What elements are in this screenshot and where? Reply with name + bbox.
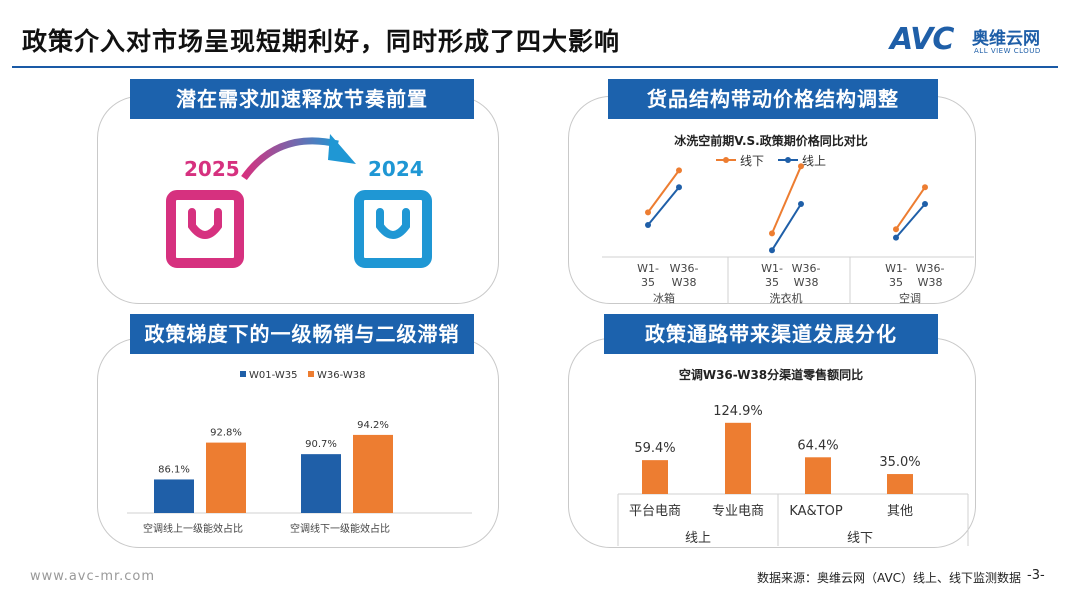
data-point: [769, 247, 775, 254]
data-point: [922, 201, 928, 207]
category-label: 专业电商: [712, 504, 764, 519]
series-line-线下: [895, 186, 926, 230]
data-label: 59.4%: [634, 441, 675, 456]
category-label: 空调线下一级能效占比: [290, 522, 390, 535]
series-line-线下: [771, 165, 802, 234]
legend-swatch: [308, 371, 314, 377]
legend-label: W01-W35: [249, 370, 297, 381]
group-label: 空调: [899, 291, 921, 304]
data-label: 86.1%: [158, 464, 190, 475]
tick-label: W1-: [885, 262, 907, 275]
footer-url: www.avc-mr.com: [30, 569, 156, 584]
tick-label: W36-: [670, 262, 699, 275]
data-point: [645, 222, 651, 228]
series-line-线上: [895, 203, 926, 239]
bar: [887, 474, 913, 494]
data-point: [922, 184, 928, 191]
page-title: 政策介入对市场呈现短期利好，同时形成了四大影响: [22, 27, 621, 56]
title-divider: [12, 66, 1058, 68]
bar: [642, 460, 668, 494]
legend-marker: [785, 157, 791, 163]
panel-title: 政策梯度下的一级畅销与二级滞销: [130, 314, 474, 354]
logo-chinese-name: 奥维云网: [972, 29, 1040, 49]
legend-marker: [723, 157, 729, 163]
data-label: 94.2%: [357, 420, 389, 431]
bar: [725, 422, 751, 494]
data-point: [798, 201, 804, 207]
tick-label: 35: [889, 276, 903, 289]
data-label: 92.8%: [210, 428, 242, 439]
legend-label: W36-W38: [317, 370, 365, 381]
efficiency-bar-chart: W01-W35 W36-W38 86.1% 92.8% 空调线上一级能效占比 90.7% 9…: [127, 370, 472, 535]
panel-price-structure: [568, 96, 976, 304]
data-point: [676, 167, 682, 174]
data-point: [893, 234, 899, 241]
tick-label: W38: [918, 276, 943, 289]
category-label: KA&TOP: [789, 504, 843, 519]
bar-W36-W38: [206, 442, 246, 513]
year-2025-label: 2025: [184, 157, 240, 181]
category-label: 平台电商: [629, 504, 681, 519]
bag-icon-2024: [354, 190, 432, 268]
tick-label: W38: [794, 276, 819, 289]
group-label: 洗衣机: [770, 291, 803, 304]
panel-title: 货品结构带动价格结构调整: [608, 79, 938, 119]
logo-english-name: ALL VIEW CLOUD: [974, 47, 1041, 55]
data-label: 64.4%: [797, 438, 838, 453]
bar-W01-W35: [154, 479, 194, 513]
tick-label: W36-: [916, 262, 945, 275]
data-point: [798, 163, 804, 170]
tick-label: 35: [641, 276, 655, 289]
avc-logo: AVC 奥维云网 ALL VIEW CLOUD: [890, 20, 1060, 60]
series-line-线上: [771, 203, 802, 251]
tick-label: 35: [765, 276, 779, 289]
tick-label: W36-: [792, 262, 821, 275]
page-number: -3-: [1027, 568, 1045, 583]
legend-label: 线下: [740, 154, 764, 168]
group-label: 线上: [685, 531, 711, 546]
data-point: [645, 209, 651, 216]
bar: [805, 457, 831, 494]
logo-mark: AVC: [890, 22, 954, 57]
chart-title: 空调W36-W38分渠道零售额同比: [679, 367, 863, 382]
data-label: 124.9%: [713, 404, 763, 419]
data-label: 35.0%: [879, 455, 920, 470]
bar-W01-W35: [301, 454, 341, 513]
legend-label: 线上: [802, 154, 826, 168]
arc-arrow-icon: [241, 134, 356, 181]
series-line-线下: [647, 169, 680, 213]
data-point: [769, 230, 775, 237]
data-point: [676, 184, 682, 191]
data-label: 90.7%: [305, 439, 337, 450]
legend-swatch: [240, 371, 246, 377]
bar-W36-W38: [353, 434, 393, 513]
panel-title: 潜在需求加速释放节奏前置: [130, 79, 474, 119]
category-label: 空调线上一级能效占比: [143, 522, 243, 535]
group-label: 冰箱: [653, 291, 675, 304]
chart-title: 冰洗空前期V.S.政策期价格同比对比: [674, 133, 868, 148]
category-label: 其他: [887, 504, 913, 519]
panel-title: 政策通路带来渠道发展分化: [604, 314, 938, 354]
channel-bar-chart: 空调W36-W38分渠道零售额同比 59.4% 平台电商 124.9% 专业电商 64.4…: [617, 367, 969, 546]
group-label: 线下: [847, 531, 873, 546]
panel-demand-release: [97, 96, 499, 304]
tick-label: W38: [672, 276, 697, 289]
series-line-线上: [647, 186, 680, 226]
year-2024-label: 2024: [368, 157, 424, 181]
footer-source: 数据来源：奥维云网（AVC）线上、线下监测数据: [757, 571, 1022, 585]
tick-label: W1-: [761, 262, 783, 275]
tick-label: W1-: [637, 262, 659, 275]
bag-icon-2025: [166, 190, 244, 268]
data-point: [893, 226, 899, 233]
